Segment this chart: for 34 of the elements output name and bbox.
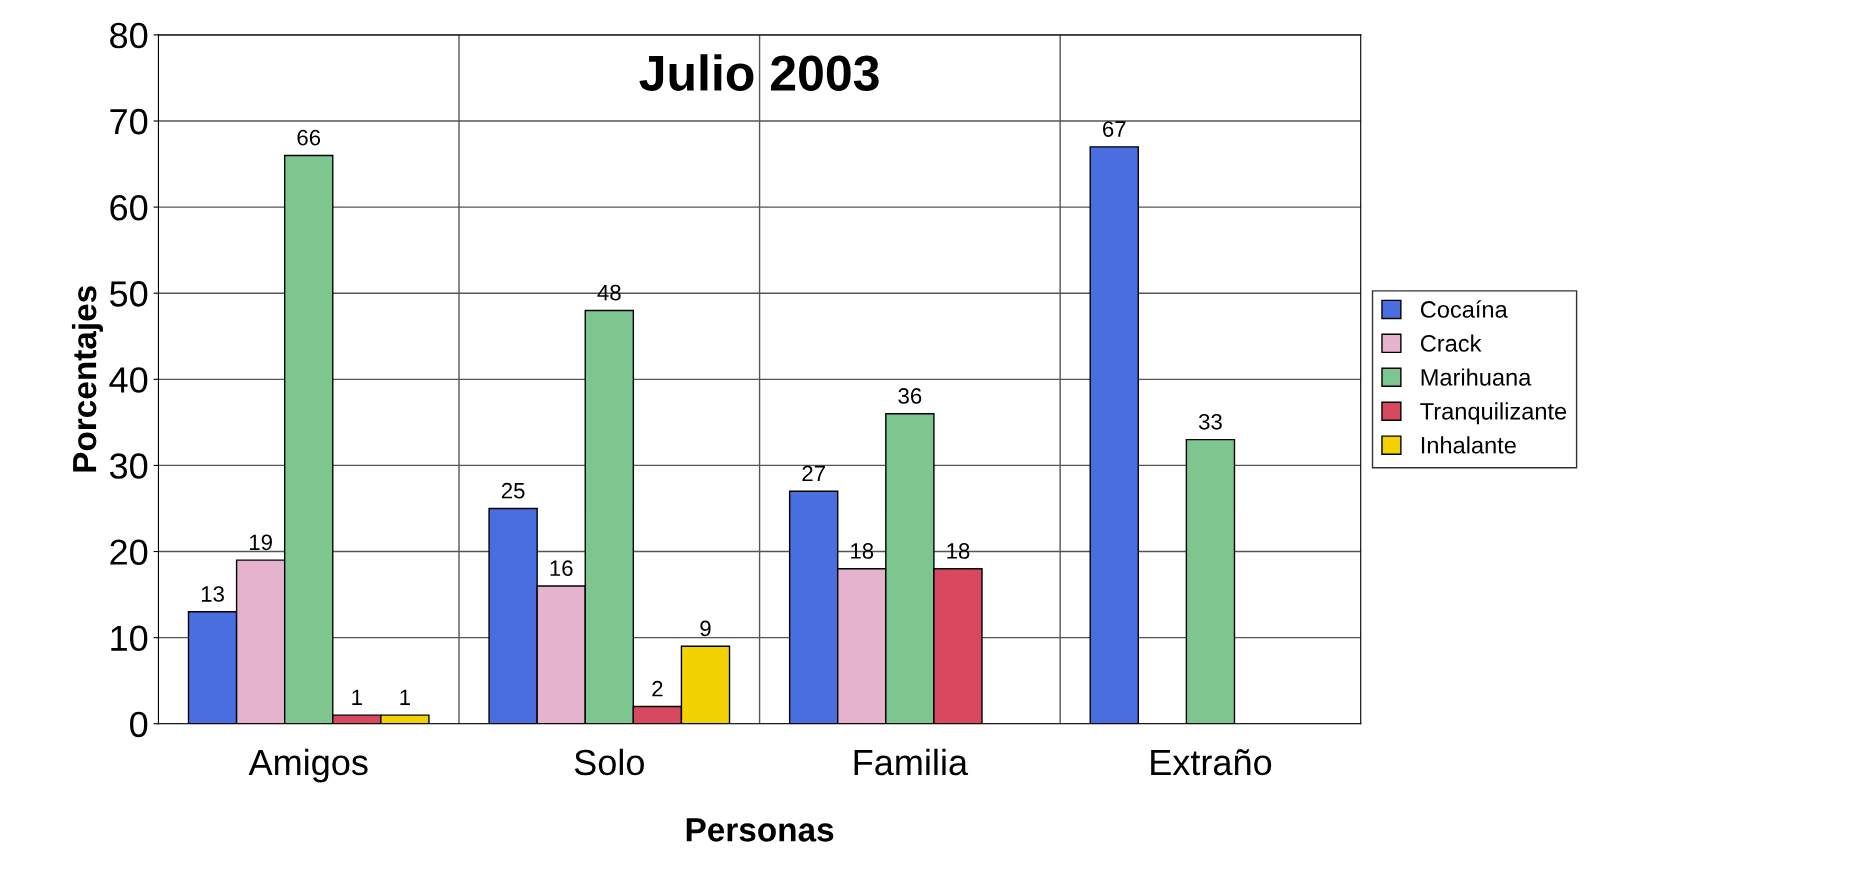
- y-tick-label: 30: [109, 453, 148, 479]
- data-label: 33: [1198, 413, 1222, 430]
- data-label: 67: [1103, 121, 1126, 137]
- y-tick-label: 0: [130, 711, 148, 738]
- data-label: 36: [898, 388, 922, 404]
- chart-title: Julio 2003: [639, 54, 879, 91]
- data-label: 25: [501, 482, 525, 499]
- legend-label: Marihuana: [1421, 368, 1532, 386]
- y-tick-label: 40: [109, 367, 148, 393]
- y-axis-title: Porcentajes: [71, 286, 103, 472]
- legend-label: Crack: [1420, 334, 1482, 352]
- x-tick-label: Extraño: [1151, 749, 1272, 776]
- data-label: 2: [652, 680, 663, 697]
- x-tick-label: Solo: [574, 748, 644, 776]
- data-label: 16: [550, 560, 573, 577]
- data-label: 13: [201, 586, 224, 602]
- data-label: 19: [249, 534, 272, 551]
- y-tick-label: 50: [110, 281, 148, 307]
- data-label: 1: [352, 689, 362, 705]
- y-tick-label: 10: [111, 625, 148, 652]
- data-label: 9: [700, 620, 711, 637]
- y-tick-label: 60: [110, 194, 148, 221]
- legend-label: Tranquilizante: [1420, 402, 1567, 425]
- x-tick-label: Amigos: [248, 748, 368, 783]
- y-tick-label: 20: [110, 539, 148, 565]
- x-axis-title: Personas: [686, 818, 834, 842]
- legend-label: Cocaína: [1420, 300, 1508, 318]
- data-label: 27: [802, 465, 825, 482]
- y-tick-label: 80: [110, 22, 148, 49]
- data-label: 66: [297, 129, 321, 146]
- y-tick-label: 70: [110, 108, 148, 135]
- legend-label: Inhalante: [1421, 436, 1516, 454]
- x-tick-label: Familia: [854, 748, 969, 776]
- data-label: 1: [400, 689, 410, 705]
